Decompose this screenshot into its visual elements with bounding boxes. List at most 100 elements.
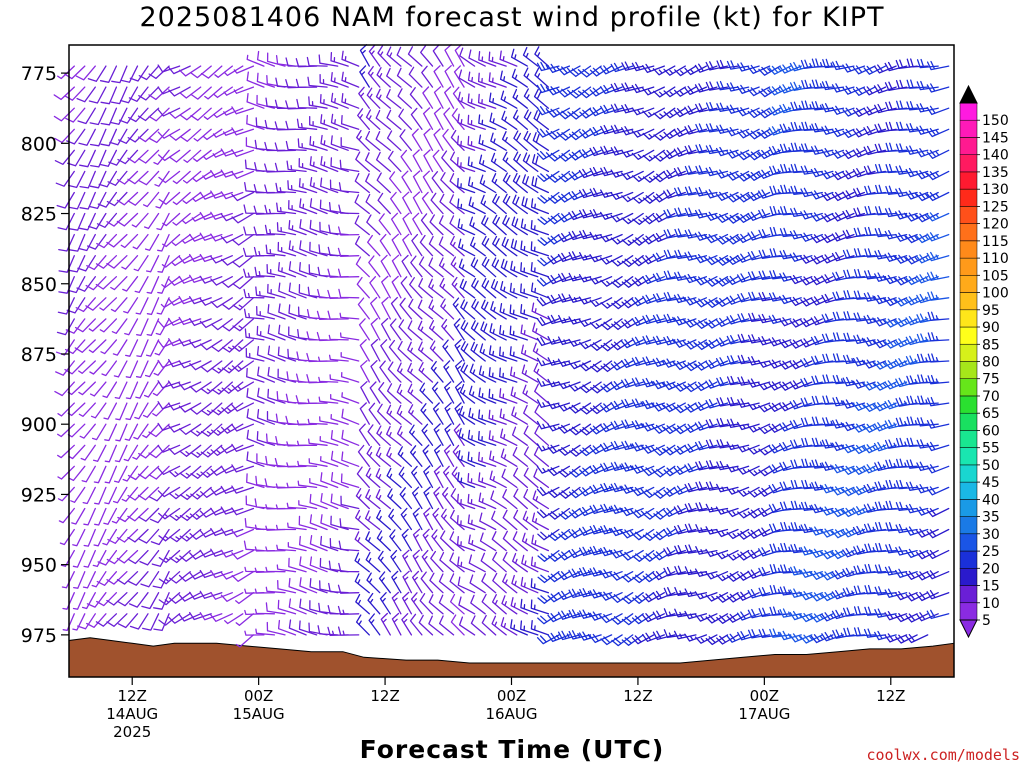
- wind-barb-path: [106, 255, 128, 269]
- wind-barb-path: [736, 421, 760, 431]
- wind-barb: [673, 360, 697, 371]
- wind-barb-path: [399, 487, 413, 510]
- wind-barb-path: [409, 277, 423, 299]
- wind-barb: [127, 507, 149, 522]
- wind-barb-path: [111, 507, 128, 524]
- wind-barb-path: [459, 47, 476, 67]
- wind-barb-path: [68, 233, 86, 252]
- wind-barb-path: [884, 380, 908, 390]
- wind-barb-path: [852, 525, 876, 536]
- wind-barb: [264, 204, 286, 215]
- terrain-ground-layer: [68, 637, 955, 678]
- wind-barb-path: [422, 86, 434, 109]
- wind-barb-path: [458, 427, 476, 446]
- wind-barb-path: [884, 633, 908, 643]
- wind-barb: [193, 149, 212, 162]
- colorbar-label: 150: [982, 113, 1009, 129]
- wind-barb-path: [800, 612, 823, 623]
- wind-barb: [758, 507, 781, 517]
- wind-barb: [149, 507, 170, 524]
- wind-barb: [715, 191, 739, 201]
- wind-barb-path: [736, 107, 760, 117]
- wind-barb-path: [653, 86, 676, 98]
- wind-barb: [398, 466, 413, 489]
- wind-barb-path: [789, 296, 813, 307]
- wind-barb: [365, 489, 381, 510]
- credit-link[interactable]: coolwx.com/models: [866, 746, 1020, 764]
- wind-barb: [441, 150, 455, 173]
- wind-barb-path: [456, 515, 476, 531]
- wind-barb-path: [210, 486, 233, 496]
- wind-barb: [896, 121, 918, 132]
- wind-barb: [106, 255, 128, 269]
- wind-barb-path: [726, 104, 750, 114]
- wind-barb-path: [375, 131, 391, 151]
- wind-barb-path: [726, 571, 750, 582]
- y-tick-label: 775: [21, 63, 57, 85]
- wind-barb: [863, 359, 887, 369]
- wind-barb-path: [265, 244, 286, 257]
- wind-barb-path: [747, 231, 771, 241]
- wind-barb-path: [779, 103, 802, 114]
- wind-barb-path: [502, 489, 518, 510]
- wind-barb-path: [319, 435, 339, 446]
- wind-barb: [192, 170, 212, 183]
- wind-barb: [558, 107, 581, 120]
- wind-barb: [916, 612, 939, 622]
- wind-barb: [467, 493, 486, 510]
- wind-barb: [523, 67, 539, 88]
- wind-barb-path: [810, 167, 834, 178]
- wind-barb: [381, 275, 391, 299]
- wind-barb-path: [116, 528, 139, 543]
- wind-barb: [418, 362, 434, 383]
- wind-barb: [873, 317, 897, 327]
- wind-barb-path: [726, 191, 750, 203]
- wind-barb-path: [599, 233, 623, 243]
- wind-barb: [370, 296, 381, 320]
- wind-barb: [396, 425, 413, 446]
- wind-barb: [599, 84, 623, 95]
- colorbar-segment: [959, 602, 978, 621]
- wind-barb-path: [136, 318, 149, 337]
- wind-barb: [547, 400, 571, 410]
- wind-barb-path: [715, 549, 739, 560]
- wind-barb: [231, 127, 255, 136]
- wind-barb: [338, 182, 360, 194]
- wind-barb: [309, 493, 328, 510]
- wind-barb-path: [548, 170, 571, 183]
- wind-barb-path: [127, 528, 149, 543]
- wind-barb-path: [631, 316, 655, 327]
- wind-barb: [99, 65, 118, 83]
- wind-barb: [864, 563, 887, 574]
- wind-barb: [705, 297, 729, 308]
- wind-barb-path: [359, 65, 370, 88]
- wind-barb: [365, 130, 381, 151]
- wind-barb-path: [736, 465, 760, 475]
- wind-barb: [144, 360, 160, 378]
- wind-barb-path: [547, 86, 571, 96]
- wind-barb-path: [106, 191, 128, 207]
- wind-barb-path: [95, 255, 118, 269]
- wind-barb: [137, 128, 160, 143]
- wind-barb-path: [457, 576, 476, 594]
- wind-barb-path: [276, 222, 297, 236]
- wind-barb-path: [758, 402, 781, 413]
- wind-barb: [142, 423, 160, 439]
- wind-barb-path: [480, 194, 497, 215]
- wind-barb: [905, 233, 929, 244]
- wind-barb: [221, 276, 244, 288]
- wind-barb: [502, 193, 518, 215]
- wind-barb-path: [123, 444, 139, 462]
- wind-barb: [874, 481, 897, 491]
- wind-barb: [747, 444, 771, 455]
- wind-barb: [523, 130, 539, 151]
- wind-barb-path: [360, 360, 370, 383]
- wind-barb-path: [162, 233, 181, 248]
- wind-barb: [129, 613, 149, 630]
- wind-barb-path: [355, 614, 370, 636]
- wind-barb: [726, 127, 750, 137]
- wind-barb: [663, 547, 686, 557]
- wind-barb-path: [210, 423, 233, 436]
- wind-barb: [298, 177, 318, 194]
- wind-barb-path: [379, 360, 391, 383]
